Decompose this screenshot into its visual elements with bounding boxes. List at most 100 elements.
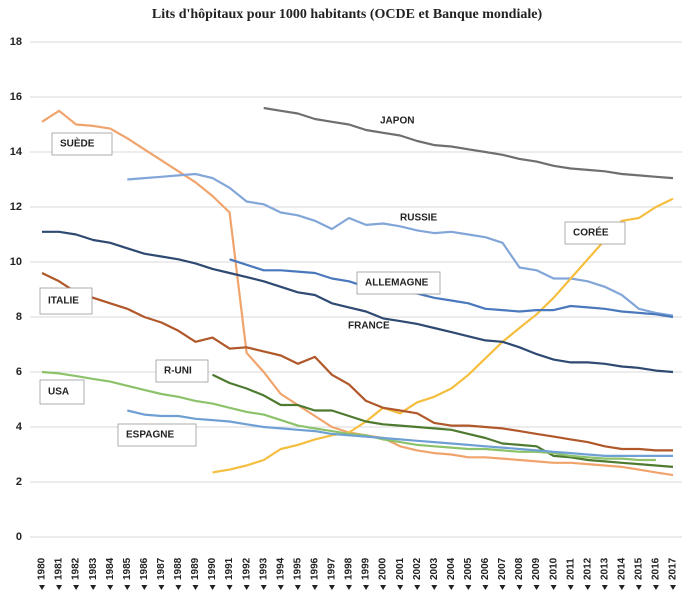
series-label: FRANCE (348, 321, 390, 332)
series-label: ALLEMAGNE (365, 278, 429, 289)
x-tick-label: 2003 (429, 557, 440, 580)
tick-marker (482, 585, 489, 590)
tick-marker (158, 585, 165, 590)
x-tick-label: 1995 (292, 557, 303, 580)
series-label: ITALIE (48, 296, 79, 307)
label-box (564, 221, 626, 245)
tick-marker (90, 585, 97, 590)
x-tick-label: 2010 (548, 557, 559, 580)
y-tick-label: 10 (10, 256, 22, 268)
series-line (127, 409, 673, 457)
x-tick-label: 2014 (616, 557, 627, 580)
series-label: SUÈDE (60, 137, 95, 150)
label-box (155, 359, 209, 383)
tick-marker (414, 585, 421, 590)
x-tick-label: 1987 (156, 557, 167, 580)
x-tick-label: 2006 (480, 557, 491, 580)
label-box (51, 132, 113, 156)
series-label: CORÉE (573, 226, 609, 239)
x-tick-label: 1986 (139, 557, 150, 580)
tick-marker (345, 585, 352, 590)
x-tick-label: 2004 (446, 557, 457, 580)
x-tick-label: 1989 (190, 557, 201, 580)
x-tick-label: 1991 (224, 557, 235, 580)
tick-marker (294, 585, 301, 590)
x-tick-label: 2009 (531, 557, 542, 580)
x-tick-label: 2007 (497, 557, 508, 580)
y-tick-label: 0 (16, 531, 22, 543)
series-line (212, 197, 674, 474)
x-tick-label: 1983 (88, 557, 99, 580)
x-tick-label: 1985 (122, 557, 133, 580)
x-tick-label: 1990 (207, 557, 218, 580)
tick-marker (209, 585, 216, 590)
tick-marker (670, 585, 676, 590)
y-tick-label: 2 (16, 476, 22, 488)
tick-marker (465, 585, 472, 590)
x-tick-label: 2008 (514, 557, 525, 580)
tick-marker (328, 585, 335, 590)
series-line (212, 373, 674, 468)
tick-marker (584, 585, 591, 590)
x-tick-label: 2002 (412, 557, 423, 580)
tick-marker (431, 585, 438, 590)
tick-marker (73, 585, 80, 590)
series-label: ESPAGNE (126, 430, 174, 441)
chart-title: Lits d'hôpitaux pour 1000 habitants (OCD… (152, 7, 543, 22)
label-box (39, 287, 93, 315)
tick-marker (260, 585, 267, 590)
tick-marker (601, 585, 608, 590)
tick-marker (652, 585, 659, 590)
series-line (229, 258, 674, 319)
tick-marker (192, 585, 199, 590)
x-tick-label: 1994 (275, 557, 286, 580)
tick-marker (618, 585, 625, 590)
tick-marker (277, 585, 284, 590)
tick-marker (107, 585, 114, 590)
x-tick-label: 2001 (395, 557, 406, 580)
x-tick-label: 1997 (327, 557, 338, 580)
tick-marker (243, 585, 250, 590)
tick-marker (56, 585, 63, 590)
x-tick-label: 2017 (668, 557, 679, 580)
x-tick-label: 1980 (37, 557, 48, 580)
x-tick-label: 1982 (71, 557, 82, 580)
label-box (39, 379, 85, 405)
y-tick-label: 4 (16, 421, 23, 433)
x-tick-label: 1988 (173, 557, 184, 580)
y-tick-label: 12 (10, 201, 22, 213)
x-tick-label: 1984 (105, 557, 116, 580)
tick-marker (397, 585, 404, 590)
label-box (356, 271, 441, 295)
y-tick-label: 18 (10, 36, 22, 48)
x-tick-label: 2012 (582, 557, 593, 580)
tick-marker (448, 585, 455, 590)
tick-marker (516, 585, 523, 590)
y-tick-label: 6 (16, 366, 22, 378)
y-tick-label: 16 (10, 91, 22, 103)
tick-marker (635, 585, 642, 590)
tick-marker (141, 585, 148, 590)
tick-marker (39, 585, 45, 590)
series-label: JAPON (380, 116, 414, 127)
x-tick-label: 2000 (378, 557, 389, 580)
tick-marker (550, 585, 557, 590)
x-tick-label: 2013 (599, 557, 610, 580)
x-tick-label: 1993 (258, 557, 269, 580)
tick-marker (499, 585, 506, 590)
x-tick-label: 2011 (565, 558, 576, 580)
x-tick-label: 1992 (241, 557, 252, 580)
x-tick-label: 1999 (361, 557, 372, 580)
x-tick-label: 1981 (54, 557, 65, 580)
x-tick-label: 2016 (651, 557, 662, 580)
series-line (127, 172, 674, 317)
y-tick-label: 8 (16, 311, 22, 323)
tick-marker (175, 585, 182, 590)
x-tick-label: 2015 (634, 557, 645, 580)
series-line (42, 230, 674, 374)
series-line (41, 370, 656, 462)
series-label: R-UNI (164, 366, 192, 377)
series-label: USA (48, 387, 69, 398)
x-tick-label: 1996 (310, 557, 321, 580)
